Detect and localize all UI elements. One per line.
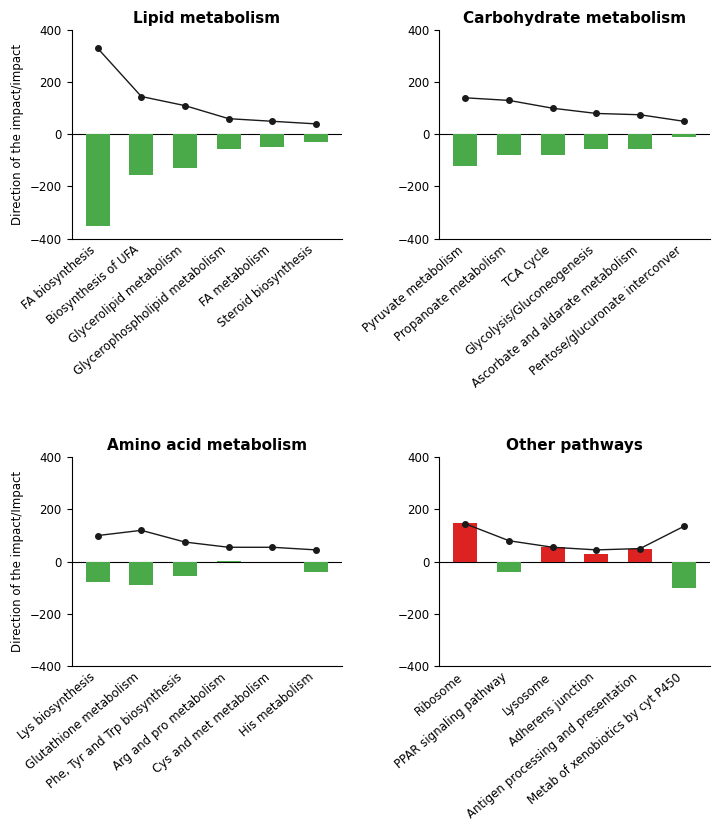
Bar	[216, 134, 241, 149]
Bar	[672, 562, 696, 587]
Bar	[585, 554, 609, 562]
Title: Other pathways: Other pathways	[506, 438, 643, 453]
Bar	[454, 134, 477, 166]
Bar	[173, 134, 197, 168]
Bar	[541, 134, 565, 155]
Bar	[173, 562, 197, 576]
Bar	[86, 562, 110, 582]
Bar	[585, 134, 609, 149]
Bar	[129, 562, 154, 585]
Bar	[497, 134, 521, 155]
Bar	[628, 134, 652, 149]
Bar	[628, 548, 652, 562]
Bar	[260, 134, 284, 147]
Y-axis label: Direction of the impact/Impact: Direction of the impact/Impact	[11, 471, 24, 652]
Bar	[129, 134, 154, 175]
Title: Carbohydrate metabolism: Carbohydrate metabolism	[463, 11, 686, 26]
Bar	[541, 547, 565, 562]
Bar	[497, 562, 521, 572]
Title: Lipid metabolism: Lipid metabolism	[133, 11, 280, 26]
Title: Amino acid metabolism: Amino acid metabolism	[107, 438, 307, 453]
Bar	[86, 134, 110, 225]
Y-axis label: Direction of the impact/impact: Direction of the impact/impact	[11, 44, 24, 225]
Bar	[304, 562, 328, 572]
Bar	[304, 134, 328, 142]
Bar	[672, 134, 696, 137]
Bar	[454, 522, 477, 562]
